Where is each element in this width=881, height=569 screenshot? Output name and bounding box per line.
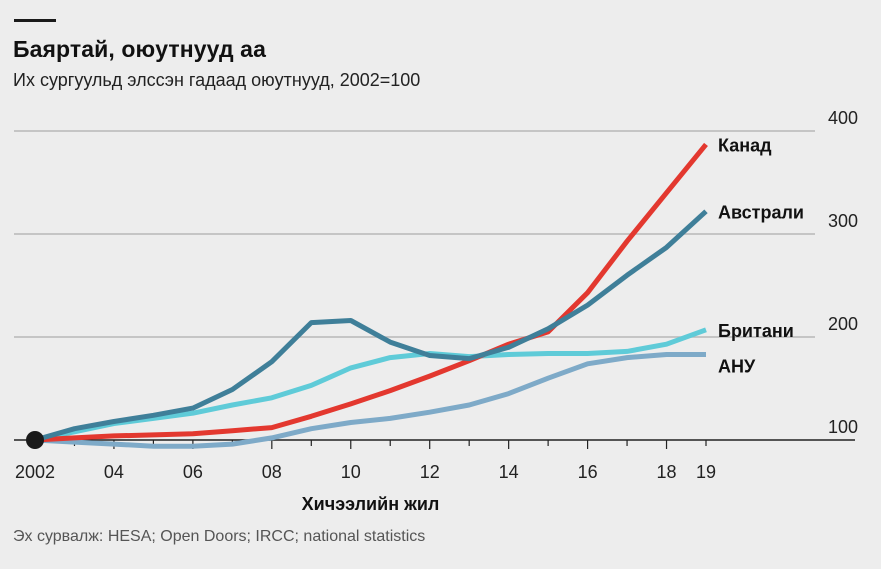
series-line [34,209,708,443]
chart-subtitle: Их сургуульд элссэн гадаад оюутнууд, 200… [13,70,421,90]
x-axis-label: Хичээлийн жил [302,494,440,514]
series-line [34,352,706,449]
chart-title: Баяртай, оюутнууд аа [13,36,266,62]
series-label: Канад [718,135,772,155]
series-label: Британи [718,321,794,341]
x-tick-label: 16 [578,462,598,482]
series-line [34,327,707,443]
x-tick-label: 08 [262,462,282,482]
x-tick-label: 12 [420,462,440,482]
series-label: АНУ [718,357,756,377]
series-label: Австрали [718,202,804,222]
x-tick-label: 18 [657,462,677,482]
x-tick-label: 04 [104,462,124,482]
y-tick-labels: 100 200 300 400 [828,108,858,437]
x-tick-label: 06 [183,462,203,482]
y-tick-label: 300 [828,211,858,231]
x-tick-label: 14 [499,462,519,482]
y-tick-label: 200 [828,314,858,334]
x-tick-label: 2002 [15,462,55,482]
top-rule [14,19,56,22]
start-marker [26,431,44,449]
x-tick-label: 19 [696,462,716,482]
x-tick-label: 10 [341,462,361,482]
y-tick-label: 400 [828,108,858,128]
series-lines [26,142,708,449]
source-note: Эх сурвалж: HESA; Open Doors; IRCC; nati… [13,528,426,545]
series-labels: Канад Австрали Британи АНУ [718,135,804,376]
x-axis: 2002 04 06 08 10 12 14 16 18 19 [14,439,855,482]
series-line [34,142,708,443]
y-tick-label: 100 [828,417,858,437]
